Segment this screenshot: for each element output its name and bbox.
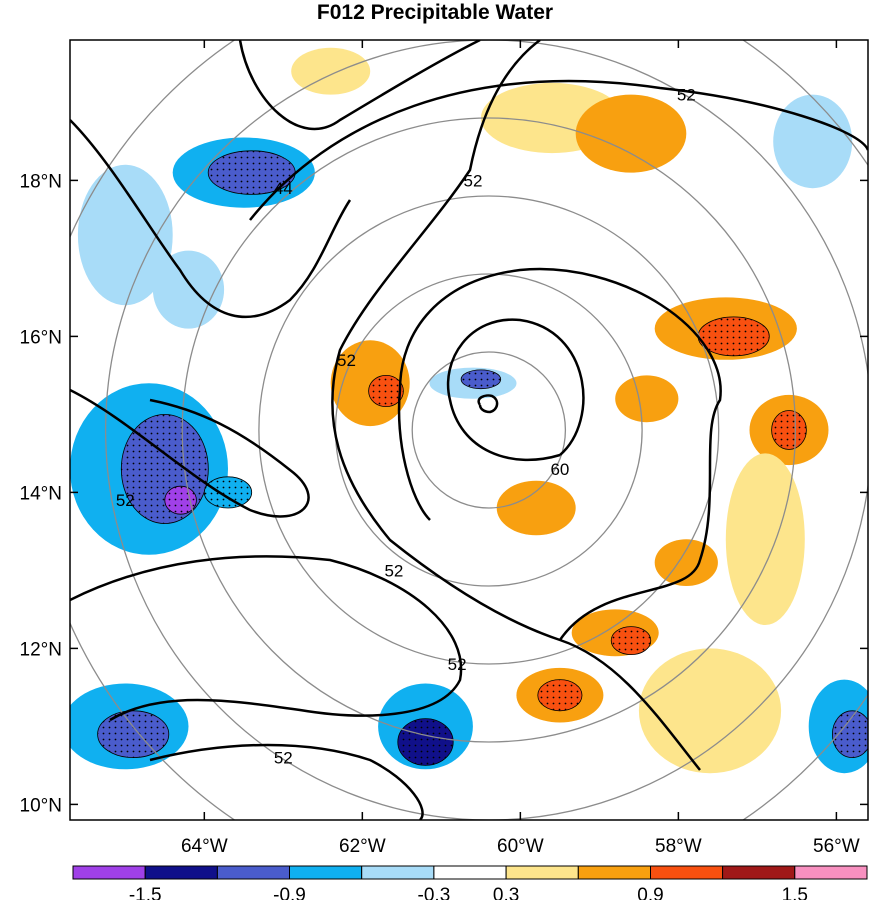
colorbar-swatch-4 — [361, 865, 435, 880]
contour-52-southwest — [70, 555, 463, 722]
anomaly-region-34 — [615, 375, 679, 423]
lon-tick-label: 58°W — [655, 836, 702, 857]
svg-text:52: 52 — [337, 351, 356, 370]
significance-stipple-23 — [771, 410, 807, 450]
colorbar-swatch-8 — [650, 865, 724, 880]
plot-area: 44 52 52 52 60 52 52 52 52 — [70, 40, 868, 820]
anomaly-region-3 — [152, 250, 225, 329]
significance-stipple-13 — [460, 369, 502, 390]
colorbar-label-1: -0.9 — [273, 885, 306, 900]
range-rings — [70, 40, 868, 820]
contour-label-2: 52 — [464, 171, 483, 190]
contour-label-3: 52 — [337, 351, 356, 370]
anomaly-region-26 — [496, 480, 576, 536]
anomaly-shading — [70, 47, 868, 774]
lon-tick-label: 56°W — [813, 836, 860, 857]
lat-tick-label: 12°N — [20, 639, 62, 660]
anomaly-region-19 — [575, 94, 687, 173]
significance-stipple-25 — [368, 374, 404, 407]
lat-tick-label: 18°N — [20, 171, 62, 192]
colorbar-swatch-6 — [505, 865, 579, 880]
lon-tick-label: 62°W — [339, 836, 386, 857]
contour-52-northwest — [70, 119, 352, 319]
contour-52-spiral-arm — [331, 40, 701, 771]
lat-tick-label: 14°N — [20, 483, 62, 504]
contour-44 — [238, 40, 481, 131]
svg-text:44: 44 — [274, 179, 293, 198]
anomaly-region-32 — [725, 453, 805, 625]
colorbar: -1.5 -0.9 -0.3 0.3 0.9 1.5 — [72, 865, 868, 900]
lon-tick-label: 64°W — [181, 836, 228, 857]
contour-label-1: 52 — [677, 86, 696, 105]
range-ring-3 — [258, 195, 720, 665]
colorbar-label-0: -1.5 — [129, 885, 162, 900]
contour-label-5: 52 — [116, 491, 135, 510]
svg-text:60: 60 — [550, 460, 569, 479]
contour-52-inner-loop — [397, 267, 722, 641]
contour-52-west — [70, 388, 310, 518]
significance-stipple-15 — [832, 710, 868, 758]
contour-label-6: 52 — [384, 561, 403, 580]
contour-label-7: 52 — [448, 655, 467, 674]
svg-text:52: 52 — [677, 86, 696, 105]
svg-text:52: 52 — [464, 171, 483, 190]
colorbar-swatch-5 — [433, 865, 507, 880]
colorbar-label-5: 1.5 — [782, 885, 808, 900]
lat-tick-label: 16°N — [20, 327, 62, 348]
anomaly-region-16 — [773, 94, 853, 189]
contour-60 — [446, 318, 585, 462]
contour-52-outer-spiral — [249, 79, 868, 221]
significance-stipple-11 — [397, 718, 454, 766]
contour-label-4: 60 — [550, 460, 569, 479]
colorbar-label-4: 0.9 — [637, 885, 663, 900]
significance-stipple-28 — [610, 626, 652, 655]
colorbar-swatch-0 — [72, 865, 146, 880]
contour-labels: 44 52 52 52 60 52 52 52 52 — [116, 86, 696, 768]
svg-text:52: 52 — [384, 561, 403, 580]
anomaly-region-2 — [77, 164, 173, 306]
anomaly-region-33 — [638, 648, 782, 774]
svg-text:52: 52 — [274, 749, 293, 768]
range-ring-4 — [181, 117, 797, 743]
plot-frame — [69, 39, 869, 821]
significance-stipple-7 — [203, 476, 253, 509]
colorbar-swatch-1 — [144, 865, 218, 880]
colorbar-swatch-3 — [289, 865, 363, 880]
significance-stipple-9 — [97, 710, 170, 758]
lat-tick-label: 10°N — [20, 795, 62, 816]
lon-tick-label: 60°W — [497, 836, 544, 857]
range-ring-5 — [105, 40, 868, 820]
colorbar-label-2: -0.3 — [418, 885, 451, 900]
svg-text:52: 52 — [448, 655, 467, 674]
svg-text:52: 52 — [116, 491, 135, 510]
range-ring-1 — [411, 351, 567, 509]
colorbar-swatch-7 — [577, 865, 651, 880]
significance-stipple-6 — [164, 485, 197, 515]
pw-contours — [70, 40, 868, 820]
contour-center-minor — [477, 394, 499, 414]
contour-label-8: 52 — [274, 749, 293, 768]
colorbar-swatch-9 — [722, 865, 796, 880]
anomaly-region-35 — [291, 47, 371, 95]
colorbar-swatch-10 — [794, 865, 868, 880]
anomaly-region-31 — [654, 539, 718, 586]
contour-52-south — [149, 743, 424, 820]
contour-label-0: 44 — [274, 179, 293, 198]
significance-stipple-30 — [537, 679, 583, 712]
map-title: F012 Precipitable Water — [316, 1, 554, 24]
colorbar-swatch-2 — [216, 865, 291, 880]
colorbar-label-3: 0.3 — [493, 885, 519, 900]
axis-ticks: 64°W 62°W 60°W 58°W 56°W 10°N 12°N 14°N 16°N 18°N — [20, 40, 868, 857]
